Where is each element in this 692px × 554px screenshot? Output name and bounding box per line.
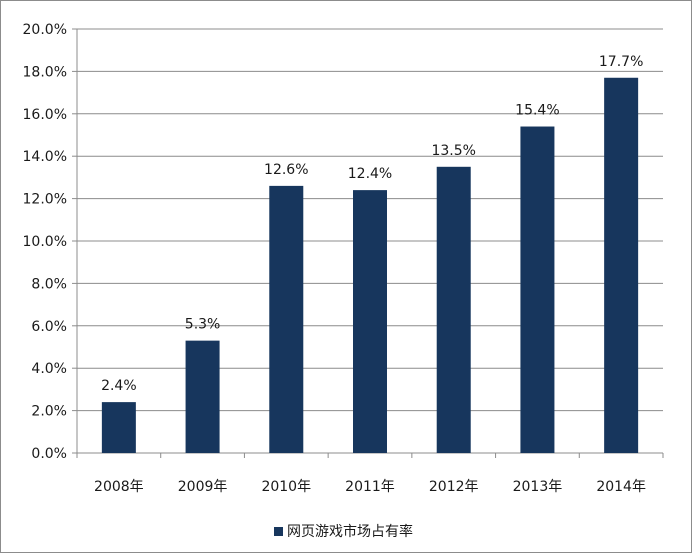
data-label: 17.7% <box>599 54 643 70</box>
y-tick-label: 10.0% <box>23 234 67 250</box>
x-tick-label: 2014年 <box>596 479 646 495</box>
legend-swatch <box>274 527 283 536</box>
x-tick-label: 2011年 <box>345 479 395 495</box>
data-labels: 2.4% 5.3% 12.6% 12.4% 13.5% 15.4% 17.7% <box>101 54 643 394</box>
bar <box>520 126 555 454</box>
bar <box>269 185 304 453</box>
x-axis-tick-labels: 2008年 2009年 2010年 2011年 2012年 2013年 2014年 <box>94 479 646 495</box>
data-label: 12.6% <box>264 162 308 178</box>
data-label: 15.4% <box>515 103 559 119</box>
data-label: 5.3% <box>185 317 221 333</box>
y-tick-label: 8.0% <box>31 276 67 292</box>
bar <box>101 402 136 453</box>
y-tick-label: 12.0% <box>23 192 67 208</box>
bar <box>604 77 639 453</box>
data-label: 12.4% <box>348 166 392 182</box>
x-tick-label: 2009年 <box>178 479 228 495</box>
legend-label: 网页游戏市场占有率 <box>287 523 413 540</box>
y-tick-label: 4.0% <box>31 361 67 377</box>
bars <box>101 77 639 454</box>
x-tick-label: 2008年 <box>94 479 144 495</box>
y-tick-label: 2.0% <box>31 404 67 420</box>
x-tick-label: 2012年 <box>429 479 479 495</box>
legend: 网页游戏市场占有率 <box>274 523 413 540</box>
y-axis-tick-labels: 0.0% 2.0% 4.0% 6.0% 8.0% 10.0% 12.0% 14.0% 16.0%… <box>23 22 67 462</box>
data-label: 2.4% <box>101 378 137 394</box>
y-tick-label: 20.0% <box>23 22 67 38</box>
bar <box>353 190 387 453</box>
data-label: 13.5% <box>431 143 475 159</box>
x-tick-label: 2013年 <box>513 479 563 495</box>
y-tick-label: 18.0% <box>23 64 67 80</box>
y-tick-label: 6.0% <box>31 319 67 335</box>
y-tick-label: 14.0% <box>23 149 67 165</box>
bar <box>185 340 220 453</box>
bar <box>436 166 471 454</box>
y-tick-label: 16.0% <box>23 107 67 123</box>
y-tick-label: 0.0% <box>31 446 67 462</box>
x-tick-label: 2010年 <box>261 479 311 495</box>
